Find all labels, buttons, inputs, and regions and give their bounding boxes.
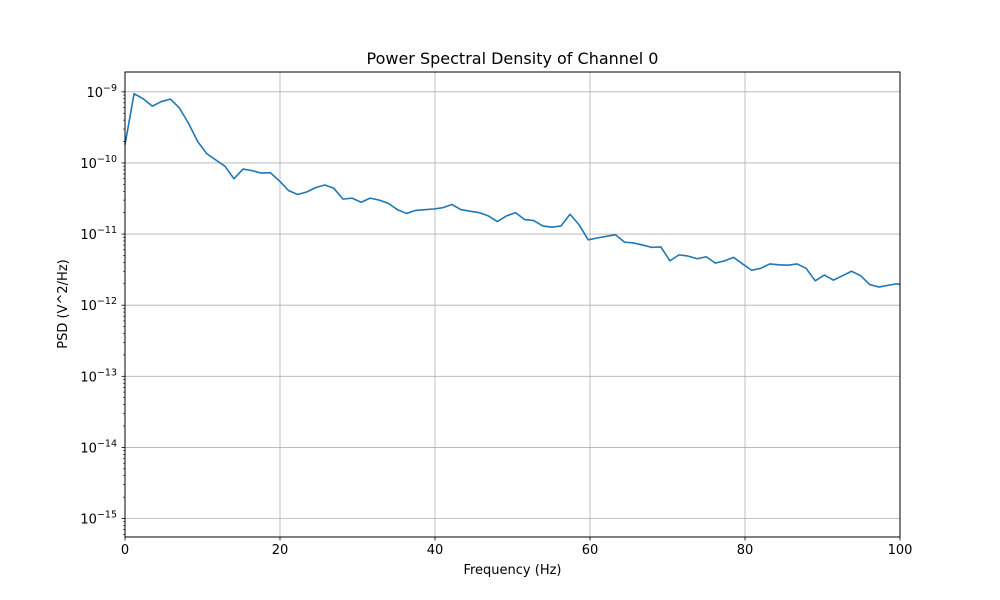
x-tick-label: 80 bbox=[737, 543, 754, 558]
ticks: 0 20 40 60 80 100 10−15 10−14 10−13 10−12 10−11 10−… bbox=[80, 83, 912, 558]
y-tick-label: 10−14 bbox=[80, 438, 117, 456]
x-tick-label: 100 bbox=[888, 543, 913, 558]
series-layer bbox=[124, 92, 901, 288]
axes-frame bbox=[124, 71, 901, 538]
x-axis-label: Frequency (Hz) bbox=[463, 563, 561, 578]
x-tick-label: 40 bbox=[427, 543, 444, 558]
chart-title: Power Spectral Density of Channel 0 bbox=[367, 49, 659, 68]
y-tick-label: 10−12 bbox=[80, 296, 117, 314]
x-tick-label: 0 bbox=[121, 543, 129, 558]
x-tick-label: 60 bbox=[582, 543, 599, 558]
x-tick-label: 20 bbox=[272, 543, 289, 558]
psd-series-line bbox=[124, 92, 901, 288]
y-tick-label: 10−15 bbox=[80, 510, 117, 528]
y-axis-label: PSD (V^2/Hz) bbox=[56, 259, 71, 348]
y-tick-label: 10−13 bbox=[80, 367, 117, 385]
y-tick-label: 10−9 bbox=[86, 83, 117, 101]
y-tick-label: 10−10 bbox=[80, 154, 117, 172]
y-tick-label: 10−11 bbox=[80, 225, 117, 243]
